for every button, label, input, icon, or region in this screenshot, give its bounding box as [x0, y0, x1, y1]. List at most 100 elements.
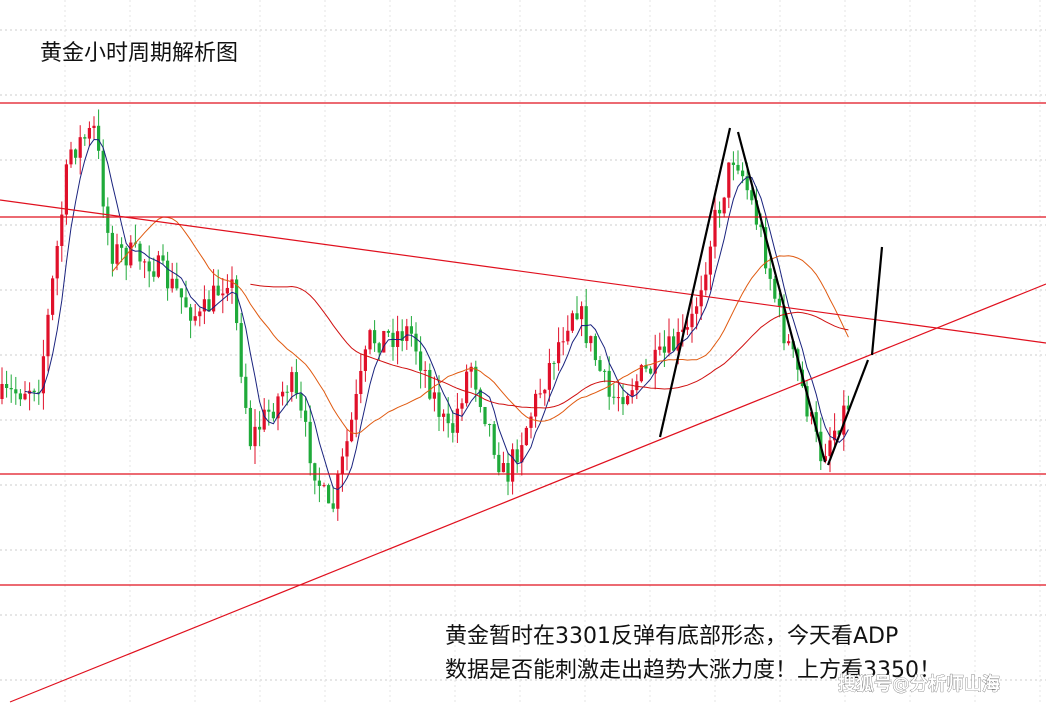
candle-body — [501, 463, 505, 473]
candle-body — [212, 285, 216, 312]
candle-body — [221, 293, 225, 296]
candle-body — [534, 393, 538, 417]
candle-body — [322, 485, 326, 487]
candle-body — [179, 288, 183, 298]
candle-body — [557, 342, 561, 364]
candle-body — [143, 261, 147, 263]
candle-body — [460, 403, 464, 409]
candle-body — [129, 242, 133, 266]
support-resistance-lines — [0, 102, 1046, 703]
candle-body — [658, 346, 662, 350]
candle-body — [198, 311, 202, 317]
candle-body — [469, 366, 473, 372]
candle-body — [110, 232, 114, 264]
candle-body — [373, 330, 377, 344]
candle-body — [350, 419, 354, 442]
candle-body — [106, 206, 110, 233]
candle-body — [69, 149, 73, 165]
candle-body — [345, 441, 349, 457]
candle-body — [202, 299, 206, 312]
candle-body — [695, 306, 699, 314]
annotation-line: 黄金暂时在3301反弹有底部形态，今天看ADP — [445, 624, 898, 649]
moving-averages — [24, 138, 849, 491]
candle-body — [92, 125, 96, 128]
candle-body — [46, 314, 50, 357]
candle-body — [74, 149, 78, 158]
candle-body — [745, 176, 749, 191]
candle-body — [382, 330, 386, 353]
candle-body — [713, 209, 717, 247]
candle-body — [814, 412, 818, 432]
candle-body — [175, 278, 179, 289]
candle-body — [290, 372, 294, 392]
candle-body — [506, 463, 510, 482]
pattern-line — [870, 246, 884, 356]
candle-body — [529, 416, 533, 428]
candle-body — [152, 271, 156, 277]
candle-body — [271, 411, 275, 419]
candle-body — [299, 393, 303, 411]
candle-body — [754, 200, 758, 225]
ascending-trendline — [9, 283, 1046, 703]
candle-body — [626, 395, 630, 405]
candle-body — [768, 268, 772, 279]
candle-body — [327, 485, 331, 504]
candle-body — [336, 473, 340, 509]
candle-body — [465, 371, 469, 404]
candle-body — [55, 245, 59, 279]
candle-body — [0, 384, 4, 399]
candle-body — [428, 369, 432, 399]
candle-body — [492, 424, 496, 455]
candle-body — [78, 137, 82, 158]
candle-body — [543, 389, 547, 394]
candle-body — [478, 389, 482, 407]
candle-body — [83, 137, 87, 139]
candle-body — [520, 445, 524, 463]
candle-body — [368, 330, 372, 350]
pattern-line — [658, 127, 732, 438]
candle-body — [294, 372, 298, 394]
candle-body — [621, 397, 625, 405]
candle-body — [547, 363, 551, 390]
candle-body — [787, 341, 791, 344]
candle-body — [239, 323, 243, 377]
pattern-line — [736, 131, 827, 463]
candle-body — [189, 307, 193, 321]
candle-body — [566, 330, 570, 342]
candle-body — [685, 327, 689, 330]
candles — [0, 109, 850, 521]
candle-body — [225, 287, 229, 294]
candle-body — [193, 316, 197, 321]
candle-body — [782, 305, 786, 344]
candle-body — [409, 326, 413, 334]
candle-body — [377, 343, 381, 353]
candle-body — [561, 341, 565, 343]
candle-body — [32, 390, 36, 393]
candle-body — [833, 430, 837, 441]
candle-body — [37, 392, 41, 394]
candle-body — [101, 150, 105, 207]
candle-body — [51, 278, 55, 315]
candle-body — [736, 164, 740, 171]
descending-trendline — [0, 199, 1046, 344]
candle-body — [207, 299, 211, 312]
candle-body — [649, 368, 653, 374]
candle-body — [14, 389, 18, 394]
candle-body — [580, 306, 584, 320]
candle-body — [699, 290, 703, 307]
candle-body — [704, 274, 708, 291]
candle-body — [515, 449, 519, 463]
candle-body — [87, 127, 91, 139]
candle-body — [262, 409, 266, 430]
candle-body — [308, 421, 312, 464]
candle-body — [635, 381, 639, 391]
candle-body — [340, 456, 344, 474]
candle-body — [253, 426, 257, 447]
candle-body — [432, 392, 436, 399]
candle-body — [276, 396, 280, 419]
candle-body — [846, 405, 850, 410]
candle-body — [244, 376, 248, 408]
candle-body — [552, 363, 556, 365]
candle-body — [524, 427, 528, 446]
